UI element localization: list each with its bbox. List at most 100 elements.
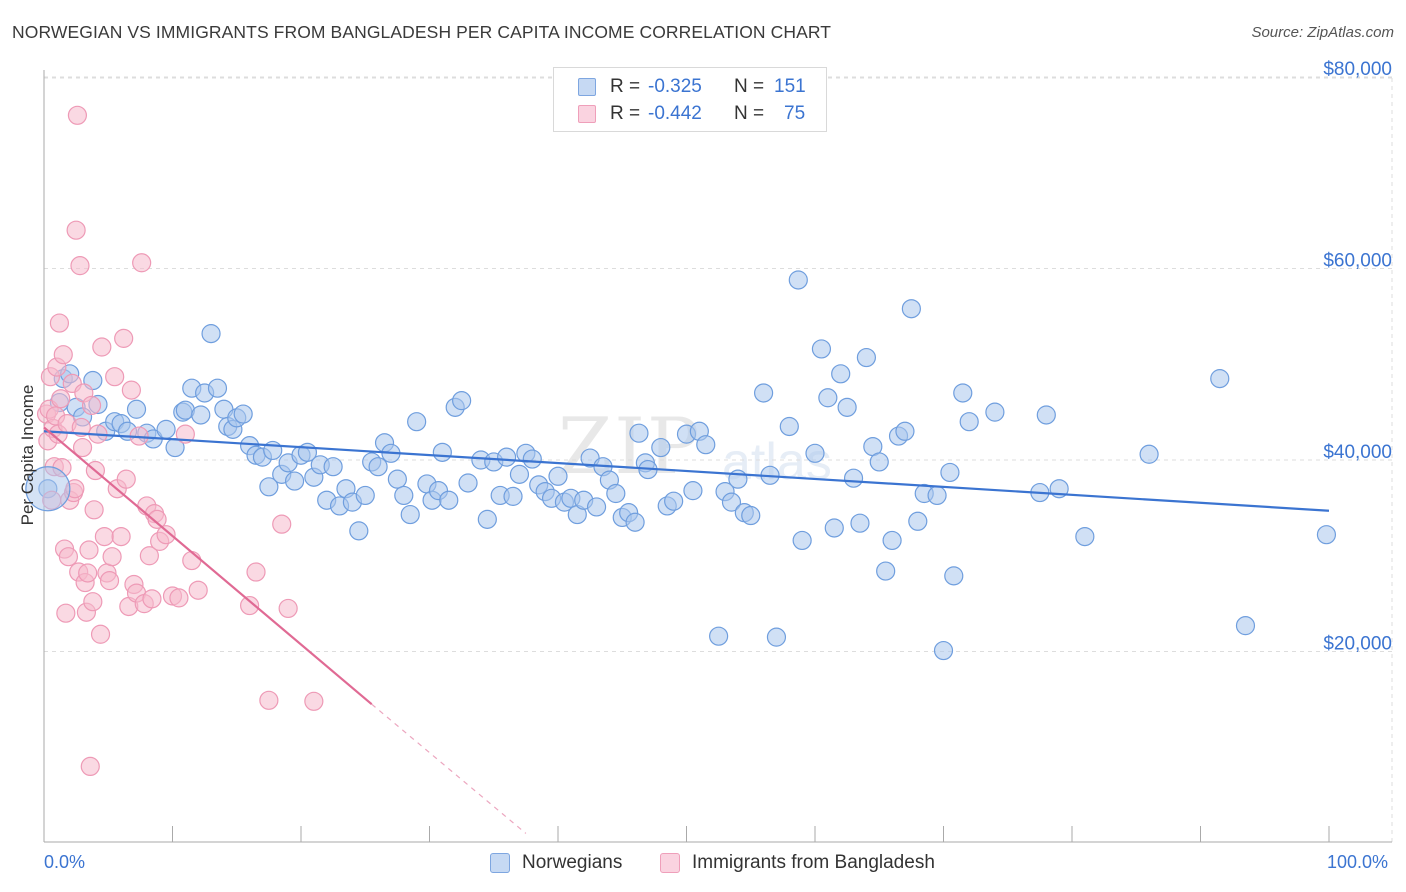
x-tick-label-min: 0.0%: [44, 852, 86, 872]
point-norwegians: [876, 561, 896, 581]
trendline-norwegians: [43, 430, 1330, 512]
point-norwegians: [850, 513, 870, 533]
point-bangladesh: [105, 367, 125, 387]
point-norwegians: [1036, 405, 1056, 425]
stats-legend: R = -0.325 N = 151 R = -0.442 N = 75: [553, 67, 827, 132]
point-norwegians: [629, 423, 649, 443]
point-norwegians: [856, 347, 877, 368]
point-norwegians: [509, 464, 530, 484]
point-norwegians: [394, 485, 414, 506]
legend-swatch-pink: [578, 105, 596, 123]
y-axis-label: Per Capita Income: [18, 384, 37, 526]
point-norwegians: [831, 364, 851, 384]
point-norwegians: [953, 383, 973, 403]
point-norwegians: [709, 626, 729, 646]
point-bangladesh: [67, 105, 88, 125]
point-bangladesh: [132, 253, 152, 273]
point-norwegians: [908, 511, 928, 531]
legend-r-label: R =: [610, 103, 641, 124]
point-norwegians: [259, 477, 279, 497]
point-bangladesh: [94, 526, 114, 547]
point-bangladesh: [99, 571, 120, 591]
point-bangladesh: [142, 589, 162, 609]
point-norwegians: [843, 468, 864, 488]
point-norwegians: [284, 471, 305, 491]
point-norwegians: [869, 452, 889, 472]
point-bangladesh: [53, 345, 73, 365]
point-bangladesh: [182, 550, 202, 571]
point-bangladesh: [56, 603, 76, 623]
watermark-zip: ZIP: [558, 402, 702, 492]
legend-r-value: -0.442: [648, 103, 702, 124]
point-norwegians: [522, 449, 542, 469]
bottom-legend-swatch-blue: [490, 853, 510, 873]
point-bangladesh: [121, 380, 141, 400]
point-norwegians: [156, 419, 176, 439]
point-norwegians: [741, 505, 761, 526]
point-norwegians: [779, 416, 799, 437]
point-bangladesh: [246, 562, 266, 582]
point-norwegians: [368, 457, 388, 477]
point-bangladesh: [102, 547, 122, 567]
y-tick-label: $80,000: [1323, 59, 1392, 80]
point-bangladesh: [49, 313, 70, 333]
chart-title: NORWEGIAN VS IMMIGRANTS FROM BANGLADESH …: [12, 22, 832, 42]
point-bangladesh: [71, 417, 91, 438]
point-bangladesh: [80, 756, 100, 777]
point-norwegians: [683, 481, 703, 501]
point-norwegians: [985, 402, 1005, 422]
point-norwegians: [355, 485, 375, 506]
legend-row-bangladesh: R = -0.442 N = 75: [554, 101, 805, 127]
point-norwegians: [458, 473, 478, 493]
trendline-bangladesh-extension: [371, 703, 527, 834]
point-norwegians: [651, 437, 671, 458]
point-norwegians: [1210, 369, 1230, 389]
point-norwegians: [439, 490, 459, 510]
point-norwegians: [1316, 525, 1337, 545]
point-norwegians: [1235, 616, 1256, 636]
point-bangladesh: [51, 389, 71, 409]
legend-n-label: N =: [734, 76, 765, 97]
point-norwegians: [497, 447, 517, 467]
point-bangladesh: [70, 256, 90, 276]
point-bangladesh: [90, 624, 111, 644]
point-norwegians: [586, 497, 607, 517]
x-tick-label-max: 100.0%: [1327, 852, 1389, 872]
point-norwegians: [788, 270, 808, 290]
point-norwegians: [805, 443, 825, 463]
legend-n-label: N =: [734, 103, 765, 124]
bottom-legend-swatch-pink: [660, 853, 680, 873]
point-norwegians: [882, 530, 902, 551]
point-bangladesh: [272, 514, 292, 534]
y-tick-label: $60,000: [1323, 251, 1392, 272]
bottom-legend-label: Norwegians: [522, 852, 623, 873]
point-norwegians: [233, 404, 253, 424]
point-norwegians: [753, 383, 774, 403]
point-bangladesh: [188, 580, 208, 600]
point-bangladesh: [79, 540, 99, 560]
point-norwegians-large: [25, 466, 71, 512]
legend-n-value: 75: [784, 103, 806, 124]
point-norwegians: [548, 466, 568, 486]
point-norwegians: [207, 378, 228, 398]
point-bangladesh: [83, 592, 103, 612]
legend-row-norwegians: R = -0.325 N = 151: [554, 74, 806, 100]
point-bangladesh: [304, 691, 324, 711]
point-bangladesh: [111, 526, 131, 547]
source-credit: Source: ZipAtlas.com: [1251, 24, 1394, 41]
point-norwegians: [933, 640, 954, 661]
point-norwegians: [323, 457, 343, 477]
point-norwegians: [407, 412, 427, 432]
point-bangladesh: [84, 500, 104, 520]
point-bangladesh: [92, 337, 112, 357]
point-norwegians: [432, 442, 452, 462]
point-norwegians: [927, 485, 947, 506]
point-norwegians: [824, 518, 844, 538]
point-bangladesh: [169, 588, 189, 608]
point-bangladesh: [139, 546, 159, 566]
point-bangladesh: [147, 509, 167, 529]
y-tick-label: $20,000: [1323, 634, 1392, 655]
point-norwegians: [191, 405, 211, 425]
bottom-legend-label: Immigrants from Bangladesh: [692, 852, 935, 873]
